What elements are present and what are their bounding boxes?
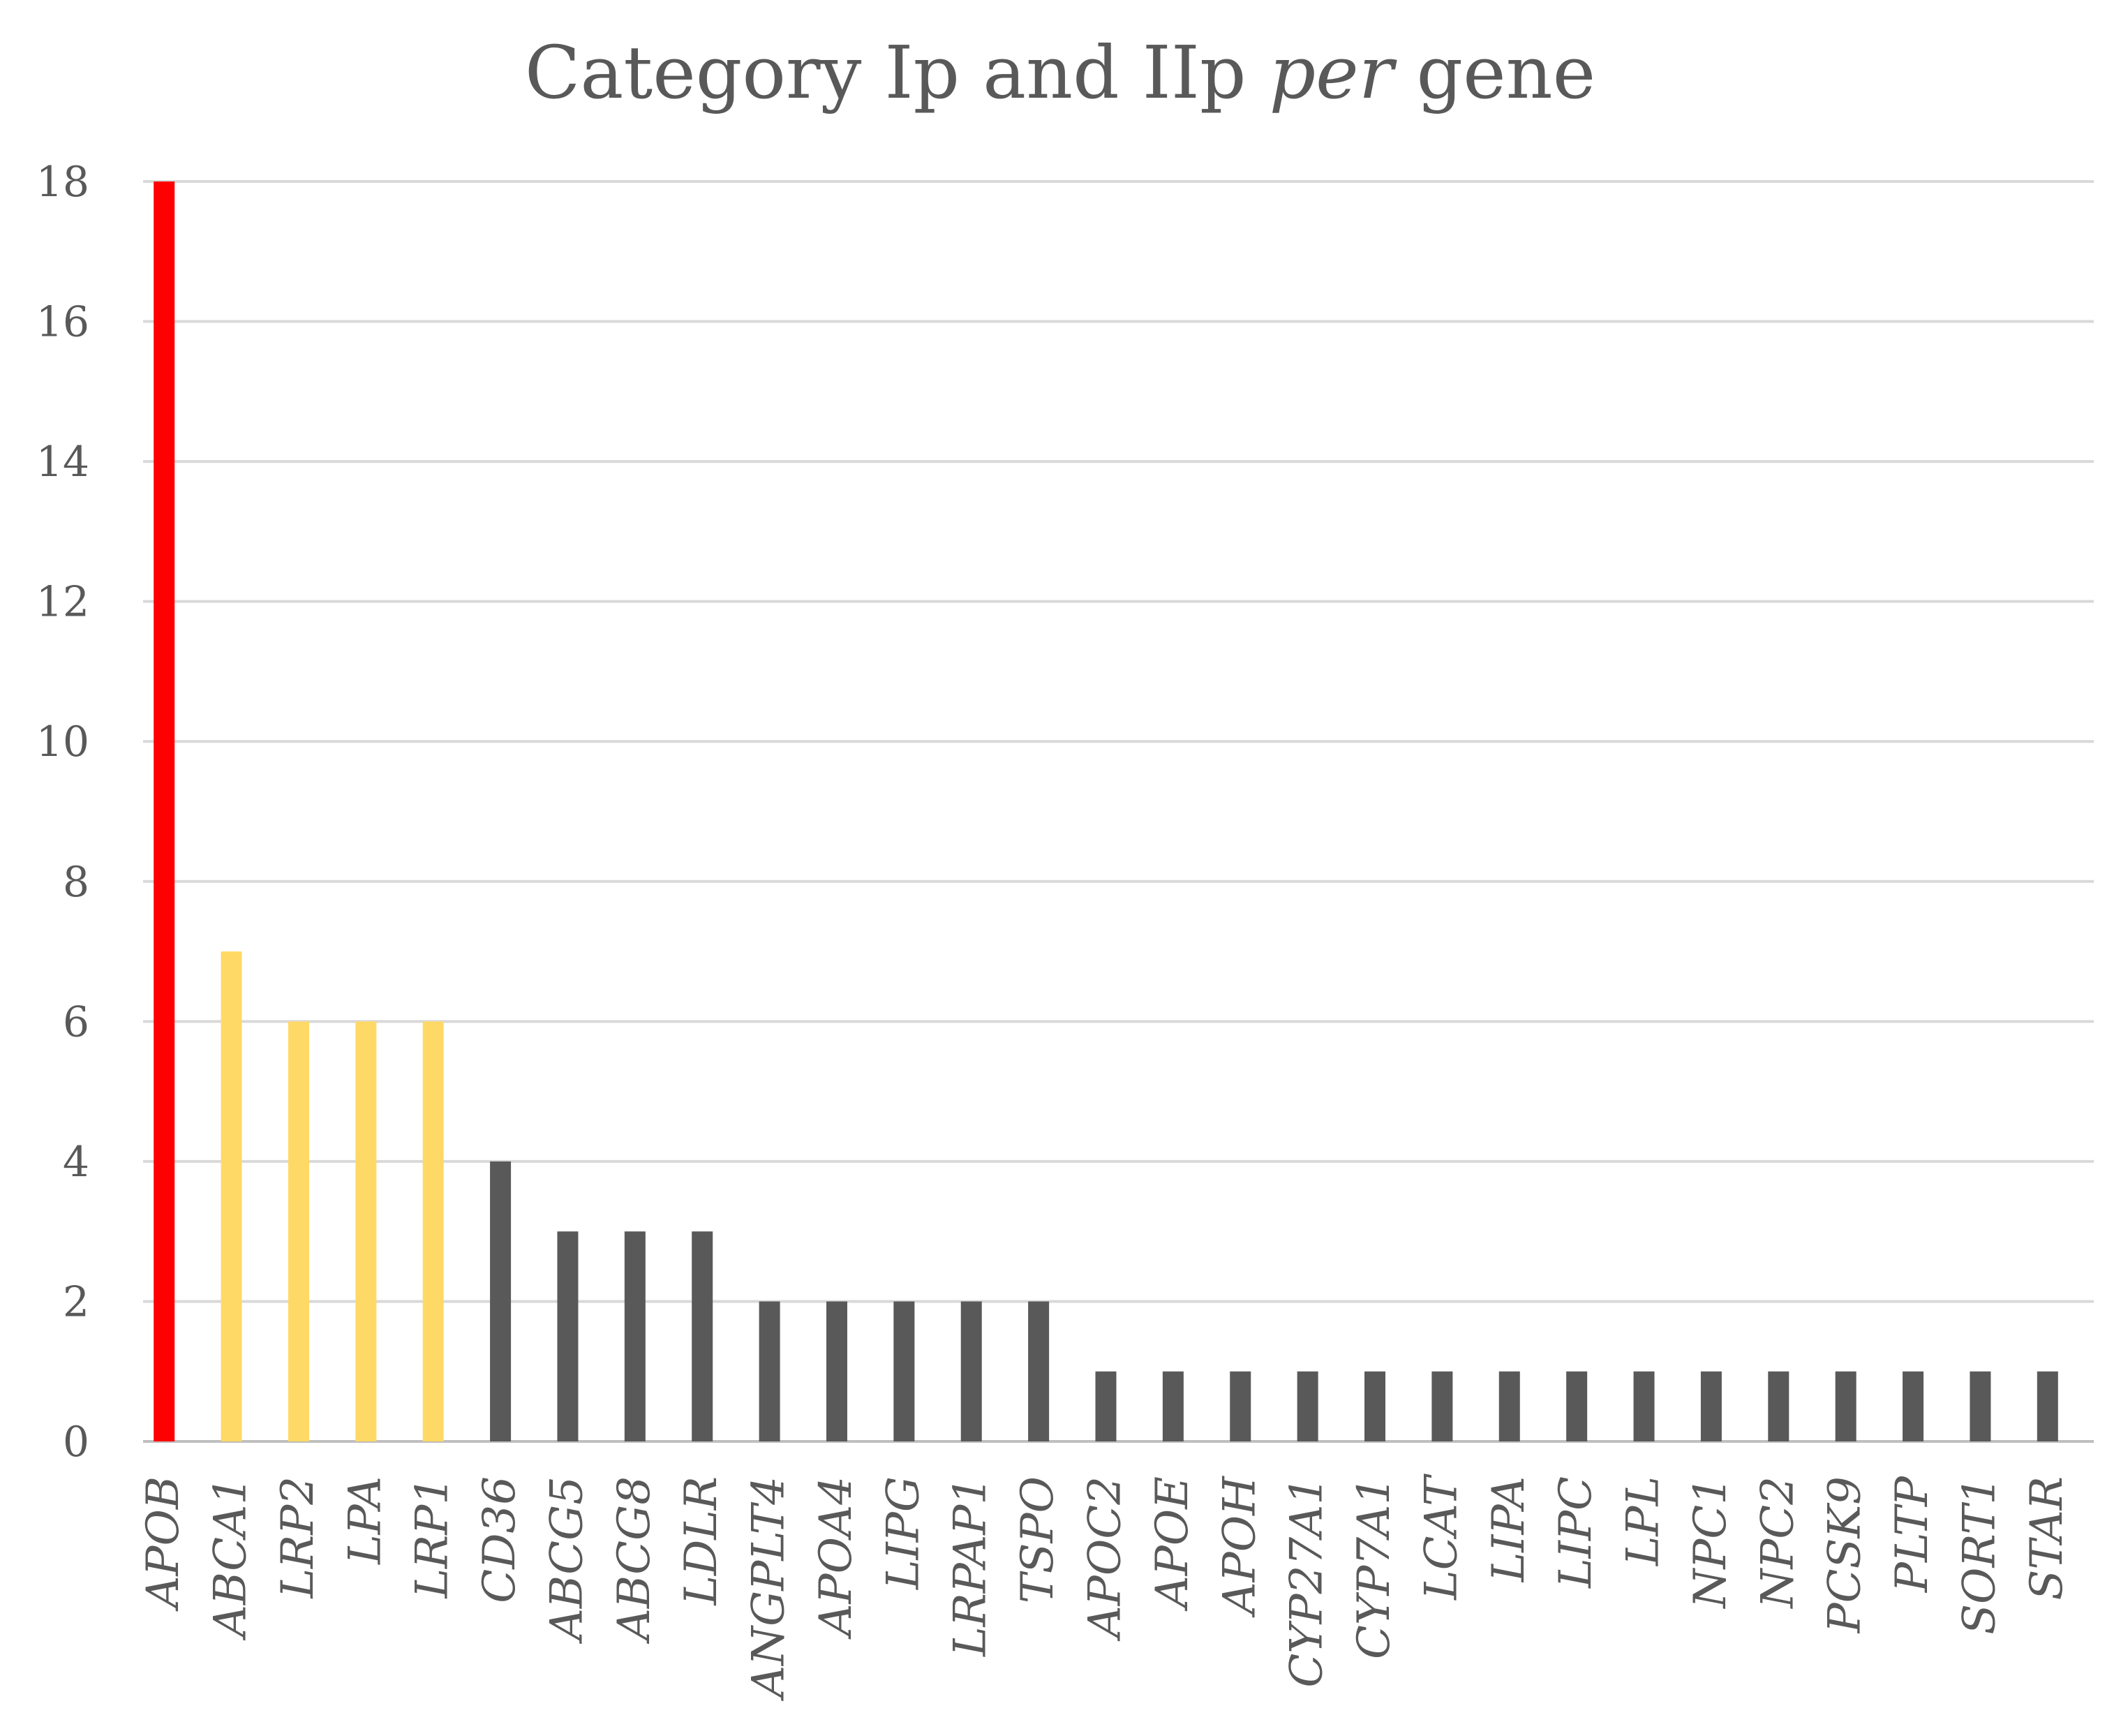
- bar-apob: [154, 181, 175, 1441]
- x-tick-label-lipc: LIPC: [1550, 1476, 1602, 1589]
- x-axis-tick-labels: APOB ABCA1 LRP2 LPA LRP1 CD36 ABCG5 ABCG8 LDLR AN…: [137, 1474, 2073, 1701]
- bar-tspo: [1028, 1301, 1050, 1441]
- x-tick-label-sort1: SORT1: [1953, 1476, 2005, 1635]
- x-tick-label-pltp: PLTP: [1886, 1476, 1938, 1593]
- bar-cd36: [490, 1161, 512, 1441]
- bar-ldlr: [692, 1231, 713, 1441]
- x-tick-label-abcg5: ABCG5: [541, 1476, 593, 1644]
- y-tick-label: 4: [63, 1138, 89, 1187]
- bar-lrpap1: [960, 1301, 982, 1441]
- title-part-1: Category Ip and IIp: [525, 30, 1270, 115]
- y-tick-label: 6: [63, 997, 89, 1046]
- x-tick-label-abca1: ABCA1: [205, 1476, 257, 1640]
- bar-sort1: [1970, 1371, 1991, 1441]
- y-axis-tick-labels: 0 2 4 6 8 10 12 14 16 18: [36, 158, 89, 1467]
- x-tick-label-lrpap1: LRPAP1: [945, 1476, 997, 1657]
- x-tick-label-cyp27a1: CYP27A1: [1281, 1476, 1333, 1688]
- y-tick-label: 12: [36, 578, 89, 627]
- bar-star: [2037, 1371, 2058, 1441]
- x-tick-label-tspo: TSPO: [1012, 1476, 1064, 1603]
- bar-apoh: [1230, 1371, 1251, 1441]
- bar-abcg5: [557, 1231, 579, 1441]
- y-tick-label: 14: [36, 438, 89, 487]
- x-tick-label-lipa: LIPA: [1483, 1476, 1535, 1582]
- bar-npc2: [1768, 1371, 1789, 1441]
- bar-lipg: [893, 1301, 915, 1441]
- title-part-2: per: [1270, 30, 1397, 115]
- bar-pcsk9: [1835, 1371, 1856, 1441]
- y-tick-label: 18: [36, 158, 89, 207]
- y-tick-label: 0: [63, 1418, 89, 1467]
- x-tick-label-lrp1: LRP1: [407, 1476, 459, 1598]
- x-tick-label-ldlr: LDLR: [676, 1476, 727, 1606]
- x-tick-label-npc2: NPC2: [1752, 1476, 1803, 1610]
- y-tick-label: 16: [36, 298, 89, 347]
- bar-abca1: [221, 951, 242, 1441]
- bar-lipc: [1566, 1371, 1588, 1441]
- bar-apoc2: [1095, 1371, 1117, 1441]
- bar-cyp7a1: [1364, 1371, 1386, 1441]
- y-tick-label: 8: [63, 858, 89, 907]
- x-tick-label-cd36: CD36: [474, 1476, 526, 1603]
- bar-npc1: [1700, 1371, 1722, 1441]
- x-tick-label-pcsk9: PCSK9: [1819, 1476, 1871, 1633]
- x-tick-label-apoa4: APOA4: [810, 1476, 862, 1640]
- x-tick-label-apoc2: APOC2: [1080, 1476, 1131, 1641]
- bar-lpl: [1633, 1371, 1655, 1441]
- x-tick-label-apoe: APOE: [1147, 1476, 1198, 1611]
- x-tick-label-abcg8: ABCG8: [609, 1476, 660, 1644]
- x-tick-label-lpl: LPL: [1618, 1476, 1669, 1566]
- y-tick-label: 2: [63, 1277, 89, 1326]
- bar-abcg8: [624, 1231, 646, 1441]
- x-tick-label-apob: APOB: [137, 1476, 189, 1612]
- x-tick-label-lpa: LPA: [339, 1476, 391, 1565]
- x-tick-label-lrp2: LRP2: [272, 1476, 324, 1598]
- x-tick-label-star: STAR: [2021, 1476, 2073, 1600]
- gridlines: [143, 180, 2094, 1443]
- bar-lrp1: [422, 1021, 444, 1441]
- y-tick-label: 10: [36, 718, 89, 766]
- bar-angplt4: [759, 1301, 780, 1441]
- bar-apoe: [1162, 1371, 1184, 1441]
- bar-lcat: [1431, 1371, 1453, 1441]
- x-tick-label-npc1: NPC1: [1685, 1476, 1736, 1610]
- x-tick-label-cyp7a1: CYP7A1: [1348, 1476, 1400, 1659]
- bar-lipa: [1498, 1371, 1520, 1441]
- bar-pltp: [1903, 1371, 1924, 1441]
- bar-lpa: [355, 1021, 377, 1441]
- x-tick-label-angplt4: ANGPLT4: [743, 1476, 795, 1701]
- x-tick-label-lipg: LIPG: [877, 1476, 929, 1590]
- bar-lrp2: [288, 1021, 309, 1441]
- bar-cyp27a1: [1297, 1371, 1318, 1441]
- bars: [154, 181, 2058, 1441]
- title-part-3: gene: [1393, 30, 1595, 115]
- x-tick-label-apoh: APOH: [1214, 1476, 1265, 1618]
- bar-apoa4: [826, 1301, 847, 1441]
- x-tick-label-lcat: LCAT: [1415, 1474, 1467, 1601]
- chart-title: Category Ip and IIp per gene: [525, 30, 1595, 115]
